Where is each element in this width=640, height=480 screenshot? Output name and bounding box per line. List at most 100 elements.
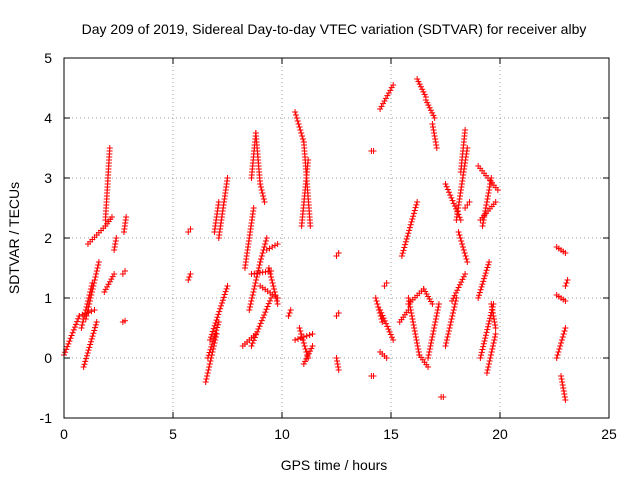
data-point (387, 87, 394, 94)
data-point (216, 308, 223, 315)
data-point (480, 340, 487, 347)
data-point (486, 259, 493, 265)
data-point (401, 244, 408, 251)
data-point (425, 364, 432, 370)
data-point (122, 268, 129, 274)
data-point (449, 298, 456, 304)
data-point (492, 322, 499, 328)
data-point (405, 230, 412, 237)
data-point (211, 322, 218, 329)
data-point (414, 199, 421, 205)
data-point (213, 317, 220, 324)
data-point (215, 311, 222, 318)
data-point (427, 107, 434, 114)
data-point (553, 355, 560, 361)
data-point (293, 115, 300, 121)
data-point (403, 235, 410, 242)
data-point (449, 313, 456, 319)
data-point (378, 103, 385, 110)
data-point (384, 323, 391, 330)
data-point (430, 127, 437, 133)
data-point (559, 382, 566, 388)
data-point (559, 379, 566, 385)
data-point (254, 328, 261, 335)
data-point (285, 313, 292, 319)
data-point (449, 310, 456, 316)
data-point (334, 358, 341, 364)
data-point (206, 361, 213, 367)
data-point (379, 319, 386, 325)
data-point (273, 295, 280, 301)
data-point (463, 256, 470, 262)
data-point (479, 223, 486, 229)
data-point (464, 259, 471, 265)
data-point (69, 329, 76, 336)
data-point (412, 331, 419, 337)
data-point (102, 286, 109, 293)
data-point (106, 278, 113, 285)
data-point (76, 313, 83, 319)
data-point (558, 337, 565, 343)
data-point (485, 193, 492, 199)
data-point (255, 265, 262, 271)
data-point (462, 271, 469, 277)
x-tick-label: 10 (274, 426, 290, 442)
data-point (295, 121, 302, 127)
data-point (450, 200, 457, 207)
data-point (248, 298, 255, 304)
data-point (406, 301, 413, 307)
data-point (489, 307, 496, 313)
data-point (268, 274, 275, 280)
data-point (92, 324, 99, 331)
data-point (456, 281, 463, 288)
data-point (494, 187, 501, 193)
data-point (445, 328, 452, 334)
data-point (430, 328, 437, 334)
data-point (415, 349, 422, 355)
data-point (483, 267, 490, 274)
data-point (207, 337, 214, 343)
data-point (264, 303, 271, 310)
y-tick-label: 3 (44, 170, 52, 186)
data-point (260, 196, 267, 202)
data-point (476, 289, 483, 296)
data-point (217, 305, 224, 312)
data-point (411, 207, 418, 214)
data-point (485, 364, 492, 370)
data-point (413, 201, 420, 208)
data-point (222, 288, 229, 295)
data-point (454, 287, 461, 294)
data-point (262, 241, 269, 247)
data-point (253, 331, 260, 338)
data-point (451, 292, 458, 299)
data-point (306, 332, 313, 338)
data-point (335, 367, 342, 373)
data-point (380, 100, 387, 107)
data-point (370, 148, 377, 154)
chart-title: Day 209 of 2019, Sidereal Day-to-day VTE… (82, 21, 587, 37)
data-point (250, 337, 257, 344)
data-point (432, 139, 439, 145)
data-point (485, 361, 492, 367)
data-point (385, 90, 392, 96)
data-point (82, 358, 89, 365)
data-point (484, 323, 491, 330)
data-point (208, 331, 215, 338)
data-point (478, 352, 485, 359)
data-point (83, 352, 90, 359)
data-point (430, 112, 437, 119)
data-point (256, 323, 263, 330)
data-point (292, 337, 299, 343)
data-point (84, 307, 91, 313)
data-point (221, 291, 228, 298)
data-point (440, 394, 447, 400)
data-point (407, 307, 414, 313)
data-point (210, 335, 217, 342)
data-point (383, 280, 390, 286)
data-point (300, 361, 307, 367)
data-point (408, 310, 415, 316)
data-point (425, 102, 432, 109)
data-point (250, 289, 257, 295)
data-point (445, 331, 452, 337)
data-point (84, 310, 91, 316)
